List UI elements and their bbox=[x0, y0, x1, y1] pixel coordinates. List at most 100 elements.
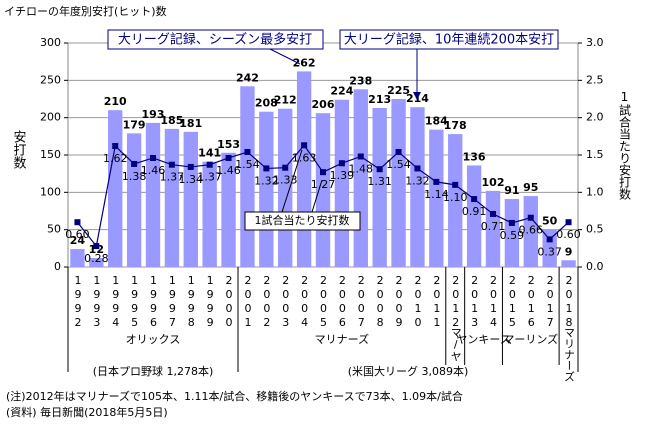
bar-label: 181 bbox=[179, 117, 202, 130]
bar-label: 141 bbox=[198, 147, 221, 160]
line-label: 1.27 bbox=[311, 178, 336, 191]
line-label: 1.32 bbox=[254, 174, 279, 187]
bar bbox=[183, 131, 198, 267]
team-label: ヤンキース bbox=[456, 333, 510, 346]
line-label: 1.14 bbox=[424, 188, 449, 201]
line-marker bbox=[452, 181, 459, 188]
y-tick-label: 0 bbox=[54, 260, 61, 273]
x-tick-label: 2012 bbox=[449, 274, 462, 330]
bar bbox=[259, 111, 274, 268]
line-label: 1.39 bbox=[330, 169, 355, 182]
line-marker bbox=[244, 149, 251, 156]
line-marker bbox=[301, 142, 308, 149]
annotation-box bbox=[244, 211, 361, 231]
bar bbox=[504, 199, 520, 267]
line-label: 0.59 bbox=[500, 229, 525, 242]
line-marker bbox=[357, 153, 364, 160]
line-label: 1.34 bbox=[179, 173, 204, 186]
y-tick-label: 150 bbox=[40, 148, 61, 161]
y-axis-label: 安打数 bbox=[11, 130, 27, 169]
x-tick-label: 2007 bbox=[355, 274, 368, 330]
x-tick-label: 1996 bbox=[147, 274, 160, 330]
bar bbox=[126, 133, 142, 267]
x-tick-label: 2009 bbox=[393, 274, 406, 330]
bar-label: 213 bbox=[368, 93, 391, 106]
x-tick-label: 2001 bbox=[241, 274, 254, 330]
line-marker bbox=[527, 214, 534, 221]
bar-label: 9 bbox=[565, 245, 573, 258]
bar bbox=[429, 129, 444, 267]
line-marker bbox=[263, 165, 270, 172]
y-tick-label: 250 bbox=[40, 73, 61, 86]
bar bbox=[372, 107, 387, 268]
bar bbox=[391, 99, 406, 267]
bar-label: 224 bbox=[330, 85, 353, 98]
x-tick-label: 1999 bbox=[204, 274, 217, 330]
team-label: オリックス bbox=[126, 333, 181, 346]
y-tick-label: 50 bbox=[47, 223, 61, 236]
bar-label: 262 bbox=[293, 56, 316, 69]
bar bbox=[561, 260, 576, 267]
line-marker bbox=[471, 196, 478, 203]
bar-label: 210 bbox=[104, 95, 127, 108]
bar-label: 95 bbox=[523, 181, 538, 194]
line-marker bbox=[565, 219, 572, 226]
x-tick-label: 1998 bbox=[185, 274, 198, 330]
line-label: 1.54 bbox=[235, 158, 260, 171]
bar bbox=[523, 196, 538, 267]
bar bbox=[296, 71, 312, 267]
line-marker bbox=[131, 160, 138, 167]
bar-label: 242 bbox=[236, 71, 259, 84]
line-marker bbox=[187, 163, 194, 170]
y2-tick-label: 1.0 bbox=[586, 185, 604, 198]
arrow bbox=[269, 48, 301, 65]
line-marker bbox=[93, 243, 100, 250]
bar bbox=[145, 122, 161, 267]
line-marker bbox=[376, 166, 383, 173]
callout-line bbox=[281, 149, 303, 213]
team-label: マーリンズ bbox=[503, 332, 558, 346]
line-label: 0.71 bbox=[481, 220, 506, 233]
y2-tick-label: 2.0 bbox=[586, 111, 604, 124]
league-label: (日本プロ野球 1,278本) bbox=[93, 364, 214, 378]
bar bbox=[542, 229, 557, 267]
line-marker bbox=[74, 219, 81, 226]
x-tick-label: 2000 bbox=[223, 274, 236, 330]
bar bbox=[466, 165, 482, 267]
line-marker bbox=[395, 149, 402, 156]
line-label: 0.66 bbox=[519, 224, 544, 237]
y-tick-label: 200 bbox=[40, 111, 61, 124]
line-marker bbox=[168, 161, 175, 168]
team-label: マ/ヤ bbox=[449, 327, 462, 362]
x-tick-label: 2004 bbox=[298, 274, 311, 330]
x-tick-label: 2014 bbox=[487, 274, 500, 330]
bar-label: 24 bbox=[70, 234, 86, 247]
team-label: マリナーズ bbox=[315, 332, 369, 346]
x-tick-label: 2015 bbox=[506, 274, 519, 330]
line-label: 1.38 bbox=[122, 170, 147, 183]
annotation: 大リーグ記録、10年連続200本安打 bbox=[344, 32, 554, 48]
y2-tick-label: 2.5 bbox=[586, 73, 604, 86]
y2-tick-label: 3.0 bbox=[586, 36, 604, 49]
team-label: マリナーズ bbox=[563, 327, 576, 382]
line-marker bbox=[112, 143, 119, 150]
callout-line bbox=[311, 179, 323, 213]
bar-label: 179 bbox=[123, 118, 146, 131]
bar-label: 225 bbox=[387, 84, 410, 97]
bar bbox=[334, 99, 350, 267]
bar bbox=[202, 161, 217, 267]
bar-label: 91 bbox=[504, 184, 519, 197]
x-tick-label: 2008 bbox=[374, 274, 387, 330]
arrow-head bbox=[413, 92, 421, 100]
x-tick-label: 1995 bbox=[128, 274, 141, 330]
x-tick-label: 1997 bbox=[166, 274, 179, 330]
bar-label: 50 bbox=[542, 215, 558, 228]
line-label: 1.10 bbox=[443, 191, 468, 204]
line-marker bbox=[150, 154, 156, 161]
bar-label: 208 bbox=[255, 97, 278, 110]
bar-label: 206 bbox=[312, 98, 335, 111]
line-label: 1.31 bbox=[367, 175, 392, 188]
y2-tick-label: 0.5 bbox=[586, 223, 604, 236]
note: (注)2012年はマリナーズで105本、1.11本/試合、移籍後のヤンキースで7… bbox=[6, 389, 463, 403]
line-marker bbox=[546, 236, 553, 243]
